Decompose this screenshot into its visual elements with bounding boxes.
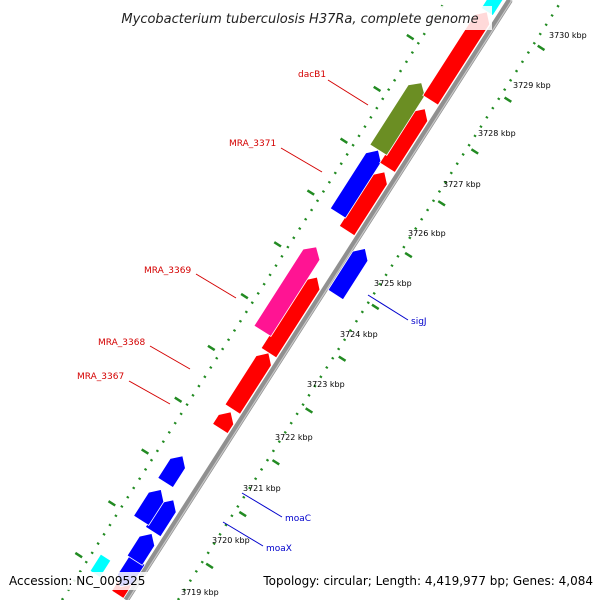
tick-mark-3723-outer [207, 344, 216, 352]
tick-mark-3725-outer [273, 241, 282, 248]
footer-summary: Topology: circular; Length: 4,419,977 bp… [262, 574, 593, 588]
tick-mark-3720-outer [107, 500, 116, 507]
tick-mark-3729-inner [503, 96, 512, 103]
tick-mark-3728-outer [373, 85, 382, 93]
leader-moaC [241, 492, 283, 518]
tick-mark-3726-inner [404, 251, 413, 259]
tick-mark-3727-outer [339, 137, 348, 144]
tick-mark-3722-inner [271, 459, 280, 466]
gene-blue-4[interactable] [133, 489, 165, 527]
footer-summary-backdrop [256, 572, 596, 590]
footer-accession: Accession: NC_009525 [9, 574, 145, 588]
leader-mra3371 [280, 147, 323, 173]
tick-mark-3728-inner [470, 148, 479, 155]
tick-mark-3720-inner [205, 562, 214, 570]
tick-mark-3721-inner [238, 510, 247, 518]
tick-label-3722: 3722 kbp [275, 433, 313, 442]
leader-sigJ [367, 294, 409, 321]
map-title: Mycobacterium tuberculosis H37Ra, comple… [121, 12, 478, 27]
tick-track-outer [60, 0, 448, 600]
tick-label-3723: 3723 kbp [307, 380, 345, 389]
leader-mra3368 [149, 345, 191, 370]
gene-label-mra3368[interactable]: MRA_3368 [98, 338, 145, 348]
gene-blue-mra3371[interactable] [329, 149, 382, 219]
gene-blue-sigJ[interactable] [327, 248, 369, 301]
leader-mra3369 [195, 273, 237, 299]
gene-blue-2[interactable] [126, 533, 156, 566]
tick-mark-3723-inner [304, 407, 314, 414]
gene-label-mra3369[interactable]: MRA_3369 [144, 266, 191, 276]
tick-label-3730: 3730 kbp [549, 31, 587, 40]
gene-olive-dacB1[interactable] [369, 82, 426, 156]
gene-blue-5[interactable] [157, 455, 186, 489]
tick-mark-3721-outer [140, 448, 150, 455]
gene-red-mra3367[interactable] [212, 411, 235, 435]
tick-label-3729: 3729 kbp [513, 81, 551, 90]
tick-track-inner [176, 0, 564, 600]
tick-label-3721: 3721 kbp [243, 484, 281, 493]
leader-mra3367 [128, 380, 171, 405]
tick-mark-3729-outer [406, 33, 415, 41]
tick-label-3719: 3719 kbp [181, 588, 219, 597]
genome-backbone [123, 0, 513, 600]
gene-magenta-mra3369[interactable] [253, 246, 321, 338]
gene-label-dacB1[interactable]: dacB1 [298, 70, 326, 80]
leader-moaX [222, 521, 264, 547]
gene-label-mra3367[interactable]: MRA_3367 [77, 372, 124, 382]
tick-mark-3726-outer [306, 189, 315, 196]
tick-label-3726: 3726 kbp [408, 229, 446, 238]
tick-label-3720: 3720 kbp [212, 536, 250, 545]
tick-mark-3722-outer [174, 396, 183, 403]
tick-label-3725: 3725 kbp [374, 279, 412, 288]
tick-label-3727: 3727 kbp [443, 180, 481, 189]
genome-backbone-highlight [127, 0, 513, 600]
tick-mark-3719-outer [74, 551, 83, 559]
gene-label-sigJ[interactable]: sigJ [411, 317, 427, 327]
tick-mark-3724-outer [240, 292, 249, 300]
gene-label-moaX[interactable]: moaX [266, 544, 292, 554]
gene-label-mra3371[interactable]: MRA_3371 [229, 139, 276, 149]
tick-mark-3724-inner [338, 355, 347, 362]
tick-mark-3727-inner [437, 200, 446, 207]
gene-label-moaC[interactable]: moaC [285, 514, 311, 524]
leader-dacB1 [327, 79, 369, 106]
title-backdrop [108, 6, 492, 30]
footer-accession-backdrop [4, 572, 150, 590]
gene-red-mra3368[interactable] [224, 352, 272, 415]
tick-mark-3730-inner [537, 44, 546, 52]
tick-mark-3725-inner [371, 303, 380, 311]
tick-label-3728: 3728 kbp [478, 129, 516, 138]
tick-label-3724: 3724 kbp [340, 330, 378, 339]
